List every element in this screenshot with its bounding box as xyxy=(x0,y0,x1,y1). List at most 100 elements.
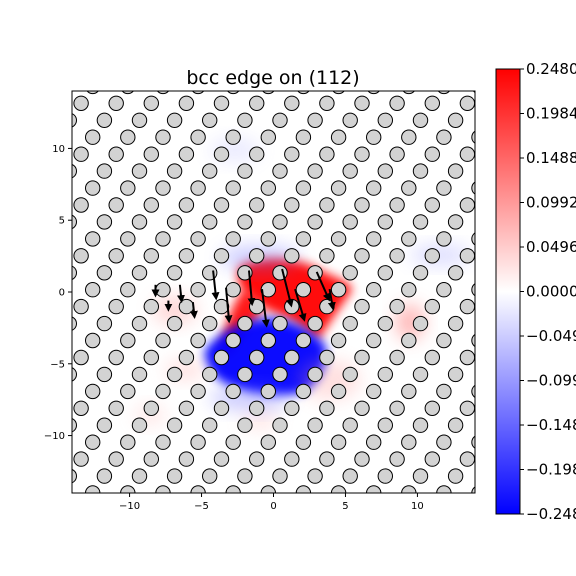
atom xyxy=(272,163,288,179)
atom xyxy=(342,163,358,179)
atom xyxy=(424,197,440,213)
atom xyxy=(342,112,358,129)
atom xyxy=(389,248,405,264)
atom xyxy=(354,451,370,467)
atom xyxy=(237,214,253,230)
atom xyxy=(72,214,77,230)
atom xyxy=(437,91,451,95)
atom xyxy=(401,434,417,450)
atom xyxy=(377,468,393,484)
atom xyxy=(307,214,323,230)
atom xyxy=(377,163,393,179)
atom xyxy=(120,383,136,400)
atom xyxy=(389,95,405,112)
atom xyxy=(237,468,253,484)
atom xyxy=(213,95,230,112)
atom xyxy=(401,282,417,298)
atom xyxy=(412,112,429,129)
atom xyxy=(436,332,452,349)
atom xyxy=(367,91,380,95)
atom xyxy=(120,332,136,349)
atom xyxy=(50,79,64,93)
atom xyxy=(412,468,429,484)
atom xyxy=(225,129,241,145)
atom xyxy=(272,112,288,129)
atom xyxy=(389,197,405,213)
atom xyxy=(389,400,405,416)
atom xyxy=(108,400,124,416)
atom xyxy=(143,451,160,467)
atom xyxy=(131,417,148,433)
atom xyxy=(377,265,393,281)
atom xyxy=(295,129,312,145)
atom xyxy=(447,468,464,484)
atom xyxy=(436,231,452,247)
atom xyxy=(213,451,230,467)
atom xyxy=(155,434,171,450)
atom xyxy=(284,146,300,162)
atom xyxy=(260,231,276,247)
atom xyxy=(354,197,370,213)
atom xyxy=(319,400,335,416)
displacement-arrow xyxy=(189,301,198,319)
atom xyxy=(108,349,124,366)
colorbar-tick-label: −0.099 xyxy=(526,372,576,390)
atom xyxy=(471,435,475,449)
atom xyxy=(131,112,148,129)
atom xyxy=(272,214,288,230)
atom xyxy=(73,298,89,315)
atom xyxy=(50,232,64,246)
displacement-arrow xyxy=(177,284,185,304)
atom xyxy=(120,282,136,298)
atom xyxy=(73,451,89,467)
atom xyxy=(389,349,405,366)
atom xyxy=(366,332,382,349)
atom xyxy=(471,181,475,195)
atom xyxy=(354,248,370,264)
y-tick-label: −5 xyxy=(50,359,65,370)
atom xyxy=(249,248,265,264)
atom xyxy=(330,231,347,247)
atom xyxy=(96,315,113,332)
displacement-arrow xyxy=(281,268,294,308)
atom xyxy=(424,349,440,366)
atom xyxy=(459,349,475,366)
atom xyxy=(262,91,275,95)
x-tick-label: 10 xyxy=(411,501,424,512)
field-halo-positive xyxy=(396,304,424,340)
atom xyxy=(319,146,335,162)
atom xyxy=(166,112,183,129)
colorbar-tick-label: −0.148 xyxy=(526,416,576,434)
atom xyxy=(260,434,276,450)
colorbar: 0.2480 0.1984 0.1488 0.0992 0.0496 0.0000 −0.0… xyxy=(495,60,576,523)
atom xyxy=(366,231,382,247)
atom xyxy=(202,112,218,129)
atom xyxy=(436,434,452,450)
atom xyxy=(131,468,148,484)
x-tick-label: 5 xyxy=(342,501,348,512)
atom xyxy=(190,129,206,145)
atom xyxy=(284,298,300,315)
atom xyxy=(260,383,276,400)
atom xyxy=(178,298,195,315)
atom xyxy=(155,231,171,247)
atom xyxy=(96,468,113,484)
atom xyxy=(120,231,136,247)
atom xyxy=(237,163,253,179)
colorbar-tick-label: 0.0992 xyxy=(526,194,576,212)
colorbar-tick-label: 0.0496 xyxy=(526,238,576,256)
atom xyxy=(377,214,393,230)
field-halo-negative xyxy=(410,245,470,265)
atom xyxy=(272,366,288,383)
atom xyxy=(295,434,312,450)
atom xyxy=(260,129,276,145)
atom xyxy=(295,231,312,247)
atom xyxy=(73,146,89,162)
atom xyxy=(237,315,253,332)
atom xyxy=(319,248,335,264)
atom xyxy=(143,400,160,416)
atom xyxy=(143,248,160,264)
atom xyxy=(143,349,160,366)
atom xyxy=(131,315,148,332)
